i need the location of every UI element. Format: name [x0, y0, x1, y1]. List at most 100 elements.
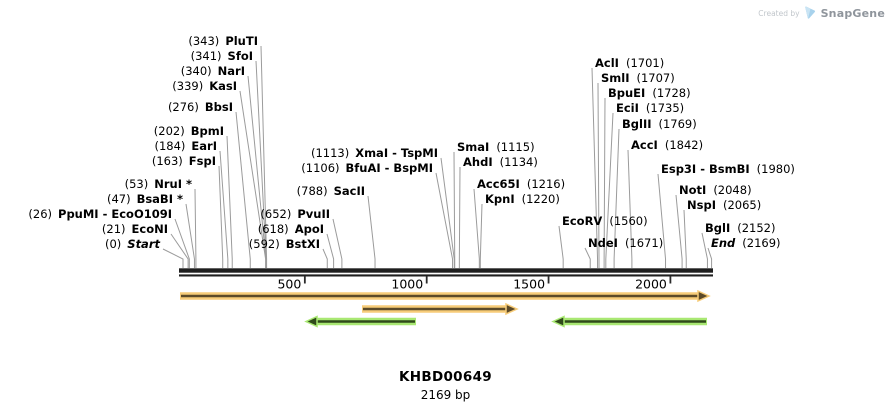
site-label-PpuMI-EcoO109I: (26) PpuMI - EcoO109I: [28, 208, 172, 220]
site-label-NotI: NotI (2048): [679, 184, 752, 196]
enzyme-name: BfuAI - BspMI: [345, 161, 433, 175]
leader-line-BfuAI-BspMI: [435, 172, 454, 268]
leader-line-NruI-: [194, 188, 197, 268]
site-position: (276): [167, 100, 199, 114]
site-label-EarI: (184) EarI: [154, 140, 217, 152]
site-label-NruI: (53) NruI *: [125, 178, 192, 190]
site-label-EcoNI: (21) EcoNI: [102, 223, 168, 235]
site-position: (1134): [499, 155, 538, 169]
site-label-ApoI: (618) ApoI: [258, 223, 324, 235]
enzyme-name: KpnI: [485, 192, 515, 206]
site-position: (341): [190, 49, 222, 63]
leader-line-Acc65I: [473, 188, 480, 268]
site-label-BbsI: (276) BbsI: [168, 101, 233, 113]
enzyme-name: NdeI: [588, 236, 618, 250]
site-label-AhdI: AhdI (1134): [463, 156, 538, 168]
site-position: (26): [28, 207, 53, 221]
enzyme-name: AhdI: [463, 155, 493, 169]
site-label-SfoI: (341) SfoI: [191, 50, 253, 62]
site-label-EciI: EciI (1735): [616, 102, 684, 114]
site-label-BstXI: (592) BstXI: [249, 238, 320, 250]
orange-arrow-short-head: [505, 302, 519, 316]
snapgene-logo-icon: [804, 4, 816, 23]
site-position: (1220): [521, 192, 560, 206]
leader-line-NdeI: [584, 247, 591, 268]
green-arrow-left-1-head: [304, 315, 318, 328]
site-label-PluTI: (343) PluTI: [188, 35, 258, 47]
site-label-End: End (2169): [711, 237, 781, 249]
enzyme-name: EcoNI: [131, 222, 168, 236]
site-label-PvuII: (652) PvuII: [260, 208, 330, 220]
enzyme-name: AccI: [631, 138, 658, 152]
leader-line-XmaI-TspMI: [440, 157, 455, 268]
ruler-label-1000: 1000: [391, 277, 423, 292]
leader-line-EcoNI: [170, 233, 189, 268]
ruler-label-2000: 2000: [635, 277, 667, 292]
leader-line-NspI: [683, 209, 687, 268]
site-position: (339): [172, 79, 204, 93]
site-label-NdeI: NdeI (1671): [588, 237, 663, 249]
enzyme-name: End: [711, 236, 736, 250]
site-position: (1769): [658, 117, 697, 131]
green-arrow-left-2-head: [551, 315, 565, 328]
leader-line-NotI: [675, 194, 683, 268]
enzyme-name: Start: [127, 237, 160, 251]
site-position: (652): [260, 207, 292, 221]
site-label-BfuAI-BspMI: (1106) BfuAI - BspMI: [301, 162, 433, 174]
enzyme-name: EciI: [616, 101, 639, 115]
created-by-text: Created by: [758, 9, 800, 18]
site-position: (1106): [301, 161, 340, 175]
enzyme-name: BpmI: [190, 124, 224, 138]
site-position: (184): [154, 139, 186, 153]
leader-line-BpmI: [226, 135, 233, 268]
site-position: (2065): [722, 198, 762, 212]
leader-line-SmlI: [597, 82, 600, 268]
enzyme-name: FspI: [188, 154, 216, 168]
leader-line-BbsI: [235, 111, 251, 268]
leader-line-BstXI: [322, 248, 328, 268]
site-label-AclI: AclI (1701): [595, 57, 664, 69]
enzyme-name: EcoRV: [562, 214, 603, 228]
leader-line-PluTI: [260, 45, 268, 268]
enzyme-name: BpuEI: [608, 86, 646, 100]
site-label-NspI: NspI (2065): [687, 199, 761, 211]
site-label-KasI: (339) KasI: [172, 80, 237, 92]
leader-line-AccI: [627, 149, 633, 268]
enzyme-name: SfoI: [227, 49, 253, 63]
site-label-SacII: (788) SacII: [297, 185, 365, 197]
leader-line-Start: [162, 248, 184, 268]
branding: Created by SnapGene: [758, 4, 885, 23]
snapgene-brand-text: SnapGene: [820, 7, 885, 20]
site-position: (340): [180, 64, 212, 78]
leader-line-EarI: [219, 150, 229, 268]
leader-line-KpnI: [479, 203, 483, 268]
enzyme-name: BglII: [622, 117, 652, 131]
site-position: (202): [153, 124, 185, 138]
enzyme-name: BstXI: [285, 237, 320, 251]
leader-line-BsaBI-: [185, 203, 195, 268]
leader-line-PvuII: [332, 218, 343, 268]
enzyme-name: SacII: [333, 184, 365, 198]
site-position: (1671): [624, 236, 664, 250]
leader-line-BpuEI: [603, 97, 606, 268]
site-position: (1216): [526, 177, 566, 191]
site-position: (1842): [664, 138, 704, 152]
site-label-BsaBI: (47) BsaBI *: [107, 193, 183, 205]
leader-line-FspI: [218, 165, 224, 268]
site-position: (1707): [636, 71, 675, 85]
site-label-SmlI: SmlI (1707): [601, 72, 675, 84]
leader-line-SmaI: [453, 151, 456, 268]
site-label-Start: (0) Start: [105, 238, 160, 250]
ruler-label-1500: 1500: [513, 277, 545, 292]
sequence-bar-bottom: [179, 274, 713, 277]
enzyme-name: BsaBI *: [136, 192, 183, 206]
leader-line-AhdI: [458, 166, 461, 268]
site-position: (618): [257, 222, 289, 236]
site-label-BglII: BglII (1769): [622, 118, 697, 130]
enzyme-name: PvuII: [297, 207, 330, 221]
enzyme-name: PpuMI - EcoO109I: [58, 207, 172, 221]
site-label-NarI: (340) NarI: [181, 65, 245, 77]
site-position: (47): [106, 192, 131, 206]
enzyme-name: PluTI: [225, 34, 258, 48]
